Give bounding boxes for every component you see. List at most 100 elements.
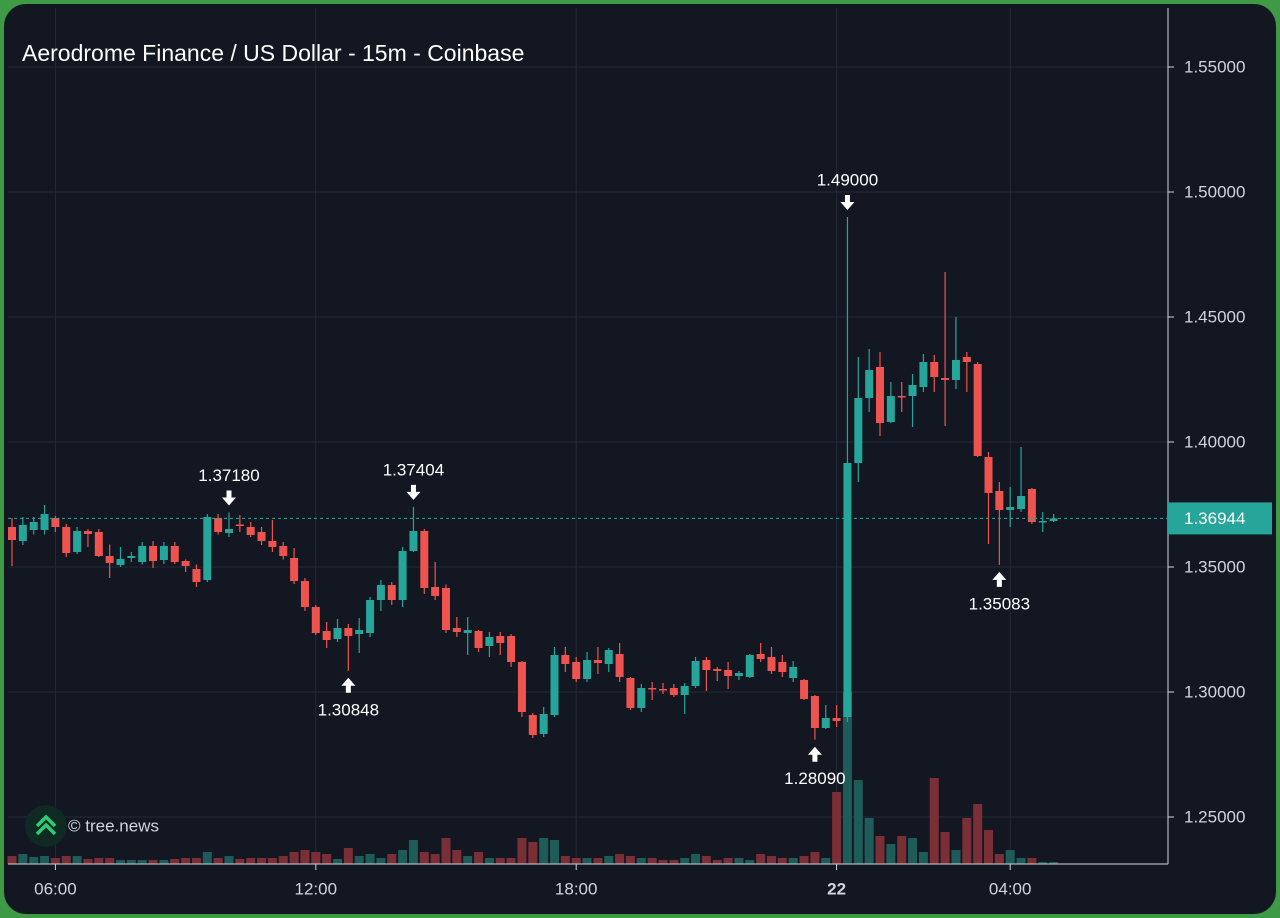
x-tick-label: 12:00 bbox=[295, 879, 338, 898]
volume-bar bbox=[354, 856, 364, 864]
volume-bar bbox=[50, 858, 60, 864]
candle-body bbox=[745, 655, 754, 677]
volume-bar bbox=[83, 859, 93, 864]
candle-body bbox=[593, 660, 602, 663]
chart-title: Aerodrome Finance / US Dollar - 15m - Co… bbox=[22, 40, 524, 66]
volume-bar bbox=[29, 857, 39, 864]
volume-bar bbox=[799, 856, 809, 864]
y-tick-label: 1.45000 bbox=[1184, 307, 1245, 326]
candle-body bbox=[300, 581, 309, 607]
candle-body bbox=[474, 631, 483, 648]
candle-body bbox=[886, 396, 895, 422]
candle-body bbox=[724, 670, 733, 676]
volume-bar bbox=[159, 860, 169, 864]
candle-body bbox=[713, 669, 722, 671]
volume-bar bbox=[886, 844, 896, 864]
candle-body bbox=[62, 527, 71, 553]
volume-bar bbox=[40, 856, 50, 864]
volume-bar bbox=[408, 840, 418, 864]
volume-bar bbox=[560, 856, 570, 864]
volume-bar bbox=[181, 858, 191, 864]
annotation-layer: 1.37180 1.37404 1.30848 1.49000 1.28090 1.350… bbox=[198, 170, 1030, 788]
volume-bar bbox=[973, 804, 983, 864]
candle-body bbox=[821, 718, 830, 728]
candle-body bbox=[659, 689, 667, 691]
candle-body bbox=[420, 531, 429, 588]
volume-bar bbox=[897, 836, 907, 864]
volume-bar bbox=[853, 780, 863, 864]
candle-body bbox=[908, 385, 917, 396]
candle-body bbox=[344, 628, 353, 636]
volume-bar bbox=[734, 858, 744, 864]
candle-body bbox=[431, 587, 440, 596]
volume-bar bbox=[647, 858, 657, 864]
volume-bar bbox=[962, 818, 972, 864]
volume-bar bbox=[137, 860, 147, 864]
candle-body bbox=[290, 558, 299, 581]
candle-body bbox=[561, 655, 570, 664]
candle-body bbox=[734, 673, 743, 676]
candle-body bbox=[1038, 521, 1047, 523]
volume-bar bbox=[213, 858, 223, 864]
volume-bar bbox=[257, 858, 267, 864]
x-tick-label: 22 bbox=[827, 879, 846, 898]
volume-bar bbox=[18, 854, 28, 864]
volume-bar bbox=[810, 852, 820, 864]
volume-bar bbox=[191, 858, 201, 864]
candle-body bbox=[648, 688, 657, 690]
candle-body bbox=[876, 367, 884, 423]
volume-bar bbox=[528, 842, 538, 864]
volume-bar bbox=[300, 850, 310, 864]
candle-body bbox=[311, 607, 320, 633]
volume-bar bbox=[951, 850, 961, 864]
candle-body bbox=[919, 362, 928, 387]
volume-bar bbox=[441, 838, 451, 864]
candle-body bbox=[843, 463, 852, 717]
arrow-up bbox=[992, 571, 1007, 587]
y-tick-label: 1.30000 bbox=[1184, 682, 1245, 701]
volume-bar bbox=[495, 858, 505, 864]
candle-body bbox=[626, 678, 635, 708]
logo-chevrons bbox=[35, 814, 57, 836]
candle-body bbox=[387, 585, 396, 600]
candle-body bbox=[322, 631, 331, 640]
x-tick-label: 18:00 bbox=[555, 879, 598, 898]
volume-bar bbox=[333, 859, 342, 864]
volume-bar bbox=[170, 859, 180, 864]
annotation-label: 1.35083 bbox=[969, 594, 1030, 613]
volume-bar bbox=[267, 858, 277, 864]
annotation-label: 1.30848 bbox=[318, 700, 379, 719]
annotation-label: 1.37180 bbox=[198, 466, 259, 485]
candle-body bbox=[73, 531, 82, 552]
candle-body bbox=[366, 600, 375, 633]
candle-body bbox=[398, 551, 407, 600]
last-price-label: 1.36944 bbox=[1184, 509, 1245, 528]
candle-body bbox=[865, 370, 874, 398]
candle-body bbox=[83, 531, 92, 534]
candle-body bbox=[789, 667, 798, 678]
candle-body bbox=[930, 362, 939, 377]
candle-body bbox=[192, 569, 201, 582]
grid bbox=[8, 8, 1168, 864]
candle-body bbox=[138, 546, 147, 562]
volume-bar bbox=[224, 856, 234, 864]
volume-bar bbox=[398, 850, 408, 864]
volume-bar bbox=[311, 852, 321, 864]
candle-body bbox=[1027, 489, 1036, 522]
candle-body bbox=[669, 688, 678, 695]
candle-body bbox=[800, 680, 809, 699]
candle-body bbox=[225, 529, 233, 533]
candle-layer bbox=[8, 217, 1058, 740]
volume-bar bbox=[918, 852, 928, 864]
volume-bar bbox=[387, 854, 397, 864]
volume-bar bbox=[278, 856, 288, 864]
volume-bar bbox=[61, 856, 71, 864]
candle-body bbox=[376, 585, 385, 600]
volume-bar bbox=[821, 858, 831, 864]
candle-body bbox=[116, 559, 125, 565]
volume-bar bbox=[116, 860, 125, 864]
candle-body bbox=[257, 532, 266, 541]
volume-bar bbox=[517, 838, 527, 864]
volume-bar bbox=[419, 852, 429, 864]
candle-body bbox=[539, 714, 548, 734]
